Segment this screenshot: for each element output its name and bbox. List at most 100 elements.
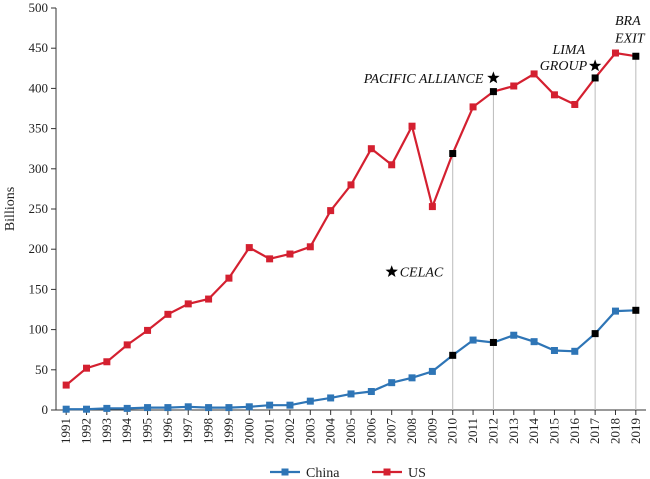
x-tick-label: 2018 xyxy=(607,418,622,444)
data-point-us xyxy=(428,203,436,211)
data-point-us xyxy=(205,295,213,303)
data-point-china xyxy=(469,336,477,344)
data-point-us xyxy=(550,91,558,99)
data-point-us xyxy=(266,255,274,263)
annotation-label: EXIT xyxy=(614,32,646,47)
x-tick-label: 2001 xyxy=(262,418,277,444)
data-point-china xyxy=(510,331,518,339)
data-point-china xyxy=(530,338,538,346)
data-point-us xyxy=(225,274,233,282)
annotation-label: CELAC xyxy=(400,266,444,281)
data-point-china xyxy=(367,388,375,396)
y-axis-label: Billions xyxy=(3,187,18,231)
data-point-us xyxy=(123,341,131,349)
star-icon xyxy=(589,59,602,72)
data-point-us xyxy=(571,100,579,108)
annotation-label: PACIFIC ALLIANCE xyxy=(363,72,484,87)
data-point-us xyxy=(388,161,396,169)
data-point-china xyxy=(225,404,233,412)
y-tick-label: 150 xyxy=(29,281,49,296)
data-point-us xyxy=(611,49,619,57)
x-tick-label: 2011 xyxy=(465,418,480,444)
x-tick-label: 2002 xyxy=(282,418,297,444)
x-tick-label: 2017 xyxy=(587,418,602,445)
data-point-china xyxy=(306,397,314,405)
data-point-us xyxy=(530,70,538,78)
y-tick-label: 200 xyxy=(29,241,49,256)
data-point-us xyxy=(591,74,599,82)
data-point-china xyxy=(103,404,111,412)
data-point-china xyxy=(550,347,558,355)
data-point-us xyxy=(62,381,70,389)
x-tick-label: 1991 xyxy=(58,418,73,444)
data-point-us xyxy=(103,358,111,366)
x-tick-label: 2016 xyxy=(567,418,582,445)
legend-marker-china xyxy=(281,468,289,476)
data-point-china xyxy=(62,405,70,413)
x-tick-label: 2004 xyxy=(323,418,338,445)
data-point-us xyxy=(164,310,172,318)
x-tick-label: 2006 xyxy=(363,418,378,445)
data-point-us xyxy=(286,250,294,258)
data-point-us xyxy=(245,244,253,252)
x-tick-label: 1994 xyxy=(119,418,134,445)
data-point-china xyxy=(449,351,457,359)
legend-label-china: China xyxy=(306,466,340,479)
data-point-china xyxy=(591,330,599,338)
x-tick-label: 1996 xyxy=(160,418,175,445)
data-point-china xyxy=(245,403,253,411)
x-tick-label: 1998 xyxy=(201,418,216,444)
data-point-china xyxy=(123,404,131,412)
data-point-china xyxy=(144,404,152,412)
x-tick-label: 1999 xyxy=(221,418,236,444)
x-tick-label: 2000 xyxy=(241,418,256,444)
data-point-china xyxy=(611,307,619,315)
data-point-us xyxy=(632,52,640,60)
legend-marker-us xyxy=(383,468,391,476)
data-point-us xyxy=(184,300,192,308)
data-point-china xyxy=(83,405,91,413)
data-point-us xyxy=(489,88,497,96)
data-point-china xyxy=(632,306,640,314)
series-line-us xyxy=(65,51,636,386)
data-point-china xyxy=(428,367,436,375)
data-point-china xyxy=(205,404,213,412)
data-point-china xyxy=(571,347,579,355)
data-point-us xyxy=(510,82,518,90)
y-tick-label: 50 xyxy=(35,362,48,377)
data-point-china xyxy=(286,401,294,409)
y-tick-label: 0 xyxy=(42,402,49,417)
y-tick-label: 500 xyxy=(29,0,49,15)
legend-label-us: US xyxy=(408,466,426,479)
data-point-china xyxy=(408,374,416,382)
annotation-label: LIMA xyxy=(551,43,585,58)
x-tick-label: 2014 xyxy=(526,418,541,445)
x-tick-label: 2003 xyxy=(302,418,317,444)
annotation-label: BRA xyxy=(615,14,641,29)
x-tick-label: 2005 xyxy=(343,418,358,444)
x-tick-label: 1993 xyxy=(99,418,114,444)
data-point-china xyxy=(489,338,497,346)
x-tick-label: 1992 xyxy=(79,418,94,444)
data-point-us xyxy=(408,122,416,130)
y-tick-label: 350 xyxy=(29,121,49,136)
data-point-us xyxy=(347,181,355,189)
x-tick-label: 2007 xyxy=(384,418,399,445)
x-tick-label: 1997 xyxy=(180,418,195,445)
data-point-china xyxy=(347,390,355,398)
data-point-us xyxy=(327,207,335,215)
y-tick-label: 250 xyxy=(29,201,49,216)
data-point-us xyxy=(83,364,91,372)
y-tick-label: 400 xyxy=(29,80,49,95)
data-point-us xyxy=(367,145,375,153)
data-point-us xyxy=(469,103,477,111)
x-tick-label: 2010 xyxy=(445,418,460,444)
data-point-us xyxy=(144,326,152,334)
x-tick-label: 2012 xyxy=(485,418,500,444)
star-icon xyxy=(385,265,398,277)
data-point-china xyxy=(266,401,274,409)
y-tick-label: 100 xyxy=(29,322,49,337)
y-tick-label: 300 xyxy=(29,161,49,176)
data-point-china xyxy=(164,404,172,412)
